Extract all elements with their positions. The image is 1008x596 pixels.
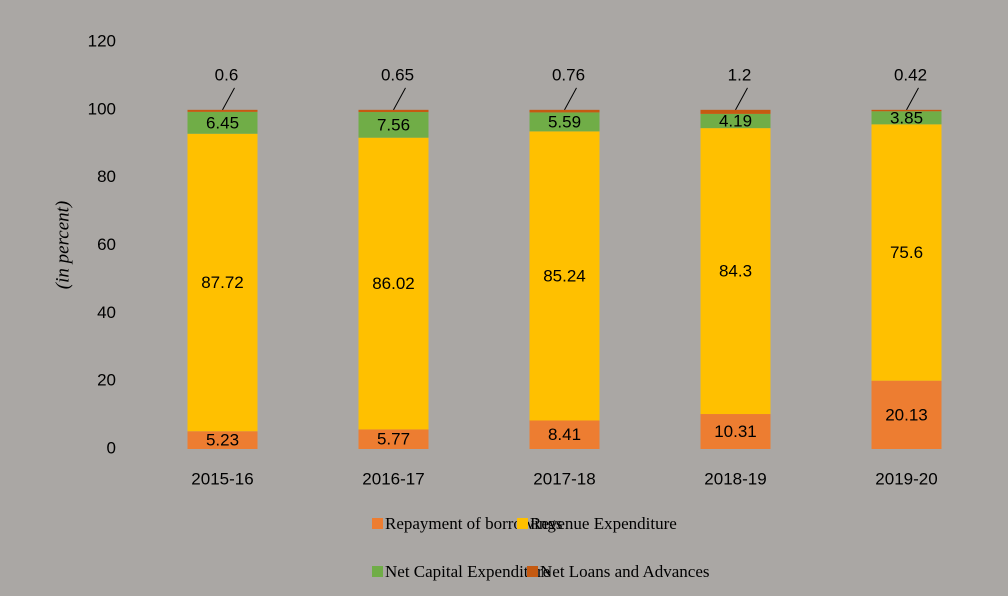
data-label: 6.45 (206, 113, 239, 132)
leader-line (735, 87, 748, 111)
data-label: 86.02 (372, 274, 415, 293)
bar-segment (529, 131, 600, 421)
y-tick-label: 40 (97, 303, 116, 322)
data-label: 85.24 (543, 266, 586, 285)
leader-line (393, 87, 406, 111)
bar-segment (871, 380, 942, 449)
leader-line (564, 87, 577, 111)
bar-segment (187, 111, 258, 134)
bar-segment (187, 109, 258, 112)
x-tick-label: 2019-20 (875, 469, 937, 488)
y-tick-label: 120 (88, 31, 116, 50)
data-label: 20.13 (885, 405, 928, 424)
bar-segment (871, 109, 942, 112)
x-tick-label: 2015-16 (191, 469, 253, 488)
bar-segment (187, 431, 258, 449)
bar-segment (529, 112, 600, 132)
x-tick-label: 2018-19 (704, 469, 766, 488)
y-tick-label: 80 (97, 167, 116, 186)
y-tick-label: 100 (88, 99, 116, 118)
leader-line (222, 87, 235, 111)
data-label: 1.2 (728, 65, 752, 84)
bar-segment (358, 429, 429, 449)
bar-segment (529, 420, 600, 449)
legend-swatch (372, 566, 383, 577)
legend-label: Net Loans and Advances (540, 562, 709, 581)
data-label: 84.3 (719, 262, 752, 281)
data-label: 5.23 (206, 431, 239, 450)
bar-segment (700, 414, 771, 449)
data-label: 5.59 (548, 112, 581, 131)
bar-segment (529, 109, 600, 113)
bar-segment (358, 109, 429, 113)
legend-label: Net Capital Expenditure (385, 562, 550, 581)
y-tick-label: 0 (107, 438, 116, 457)
bar-segment (358, 137, 429, 430)
y-tick-label: 60 (97, 235, 116, 254)
data-label: 3.85 (890, 108, 923, 127)
data-label: 0.76 (552, 65, 585, 84)
x-tick-label: 2016-17 (362, 469, 424, 488)
data-label: 87.72 (201, 273, 244, 292)
bar-segment (358, 112, 429, 138)
bar-segment (700, 109, 771, 114)
legend-swatch (527, 566, 538, 577)
legend-label: Revenue Expenditure (530, 514, 677, 533)
bar-segment (700, 113, 771, 129)
y-tick-label: 20 (97, 371, 116, 390)
data-label: 5.77 (377, 430, 410, 449)
data-label: 7.56 (377, 115, 410, 134)
legend-swatch (372, 518, 383, 529)
data-label: 4.19 (719, 111, 752, 130)
bar-segment (700, 128, 771, 415)
data-label: 75.6 (890, 243, 923, 262)
data-label: 0.65 (381, 65, 414, 84)
legend-swatch (517, 518, 528, 529)
bar-segment (187, 133, 258, 432)
leader-line (906, 87, 919, 111)
bar-segment (871, 124, 942, 381)
bar-segment (871, 111, 942, 125)
data-label: 0.42 (894, 65, 927, 84)
data-label: 10.31 (714, 422, 757, 441)
data-label: 8.41 (548, 425, 581, 444)
data-label: 0.6 (215, 65, 239, 84)
y-axis-label: (in percent) (52, 201, 73, 289)
x-tick-label: 2017-18 (533, 469, 595, 488)
